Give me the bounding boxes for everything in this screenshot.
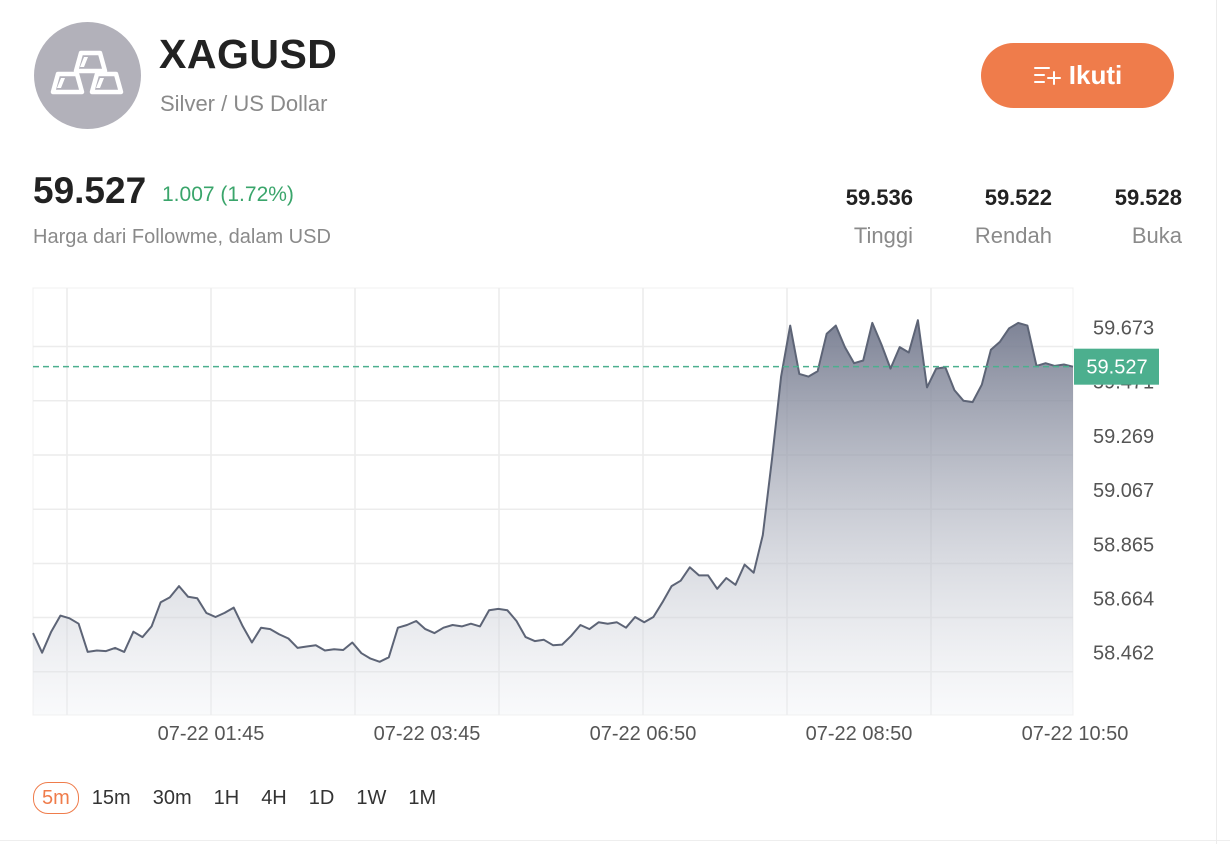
stat-low-label: Rendah [974, 223, 1052, 248]
stat-high-label: Tinggi [853, 223, 913, 248]
follow-button[interactable]: Ikuti [981, 43, 1174, 108]
stat-high-value: 59.536 [845, 185, 913, 210]
right-divider [1216, 0, 1217, 844]
timeframe-15m[interactable]: 15m [91, 787, 131, 809]
x-tick-label: 07-22 08:50 [806, 723, 913, 745]
x-tick-label: 07-22 06:50 [590, 723, 697, 745]
stat-open-value: 59.528 [1114, 185, 1182, 210]
instrument-symbol: XAGUSD [159, 31, 338, 77]
x-tick-label: 07-22 10:50 [1022, 723, 1129, 745]
price-change: 1.007 (1.72%) [162, 183, 294, 206]
price-chart[interactable]: 59.67359.47159.26959.06758.86558.66458.4… [0, 280, 1216, 760]
y-tick-label: 59.673 [1093, 317, 1154, 339]
timeframe-1m[interactable]: 1M [408, 787, 437, 809]
add-list-icon [1033, 66, 1061, 85]
current-price: 59.527 [33, 170, 147, 211]
current-price-tag [1074, 348, 1159, 385]
price-line [32, 319, 1074, 663]
timeframe-selector: 5m 15m 30m 1H 4H 1D 1W 1M [33, 782, 449, 814]
timeframe-1w[interactable]: 1W [356, 787, 387, 809]
x-tick-label: 07-22 03:45 [374, 723, 481, 745]
x-tick-label: 07-22 01:45 [158, 723, 265, 745]
timeframe-1d[interactable]: 1D [308, 787, 335, 809]
y-tick-label: 59.269 [1093, 426, 1154, 448]
follow-button-label: Ikuti [1068, 60, 1123, 90]
timeframe-4h[interactable]: 4H [261, 787, 287, 809]
silver-bars-icon [50, 50, 124, 95]
price-source-note: Harga dari Followme, dalam USD [33, 226, 331, 248]
timeframe-30m[interactable]: 30m [152, 787, 192, 809]
timeframe-5m[interactable]: 5m [33, 782, 79, 814]
current-price-tag-label: 59.527 [1086, 357, 1147, 379]
timeframe-1h[interactable]: 1H [213, 787, 240, 809]
y-tick-label: 59.067 [1093, 480, 1154, 502]
y-tick-label: 58.865 [1093, 534, 1154, 556]
stat-open-label: Buka [1131, 223, 1182, 248]
y-tick-label: 58.462 [1093, 643, 1154, 665]
stat-low-value: 59.522 [984, 185, 1052, 210]
instrument-name: Silver / US Dollar [160, 91, 328, 116]
y-tick-label: 58.664 [1093, 588, 1154, 610]
silver-bars-logo [34, 22, 141, 129]
bottom-divider [0, 840, 1230, 841]
price-area [33, 320, 1073, 715]
